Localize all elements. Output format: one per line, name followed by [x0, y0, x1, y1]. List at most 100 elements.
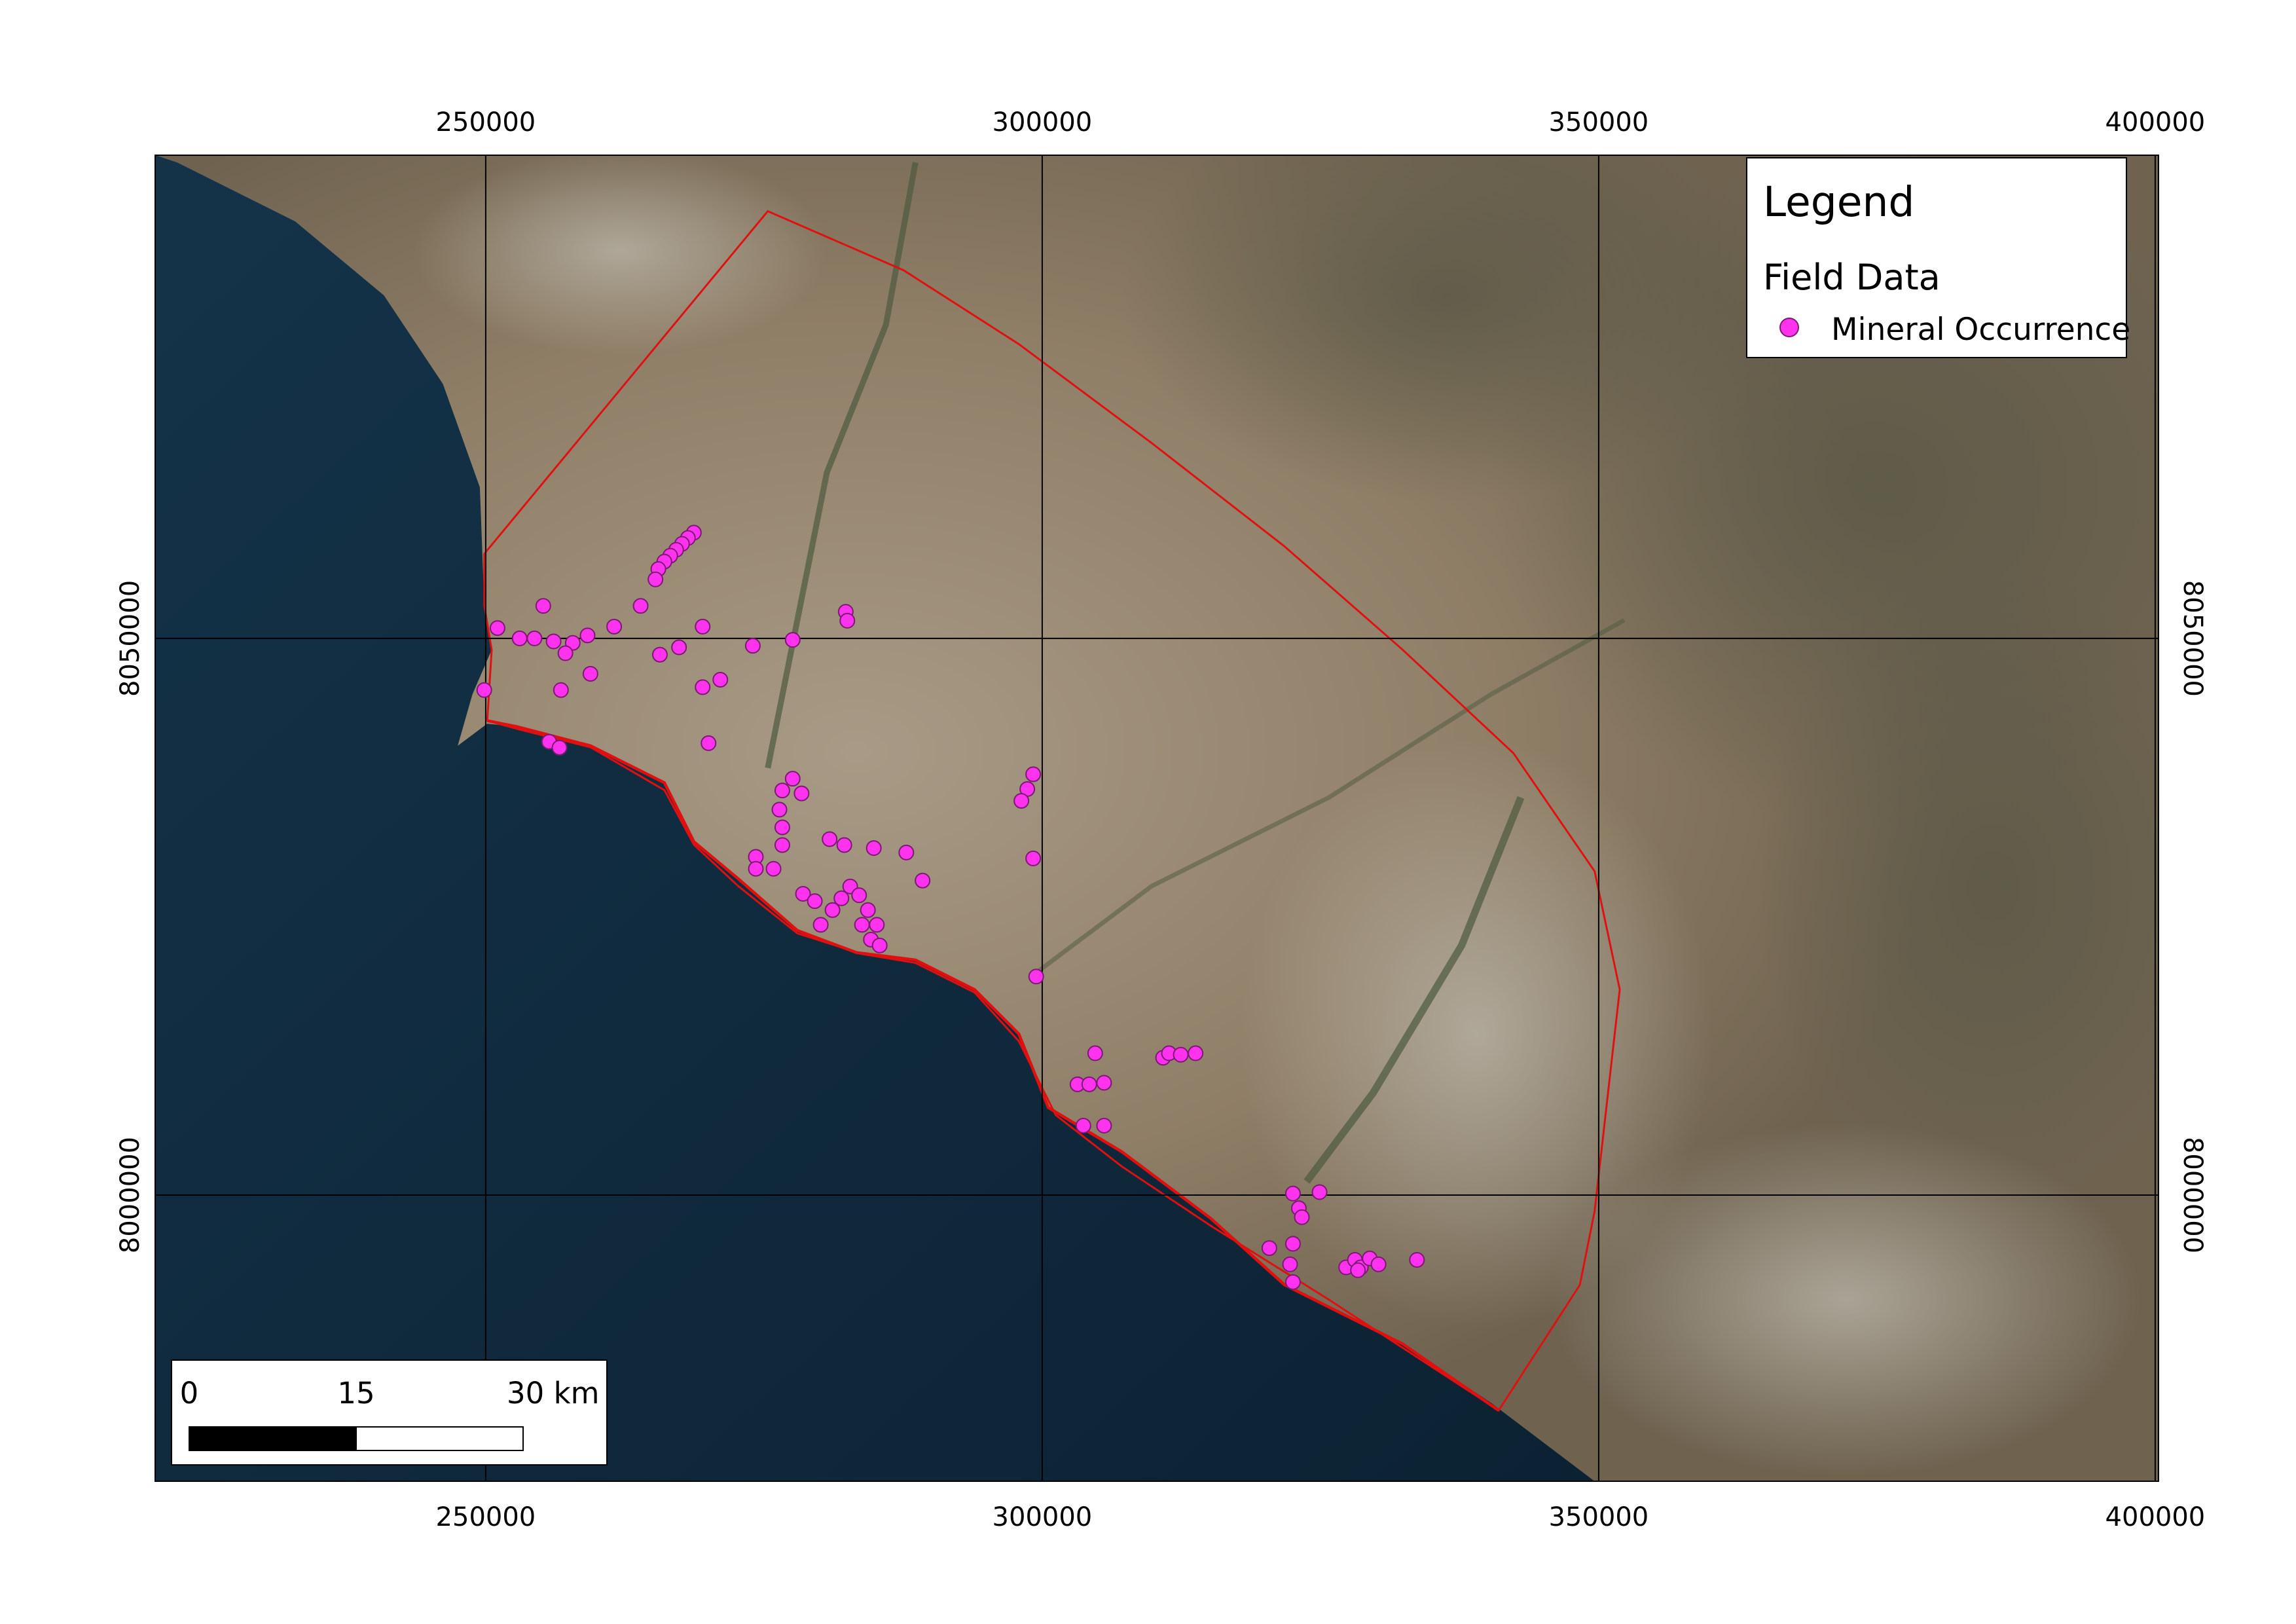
mineral-point	[833, 890, 850, 906]
legend-label: Mineral Occurrence	[1831, 312, 2130, 348]
mineral-point	[511, 630, 528, 646]
mineral-point	[1285, 1274, 1301, 1290]
mineral-point	[1282, 1256, 1298, 1272]
mineral-point	[1013, 792, 1030, 809]
mineral-point	[851, 887, 867, 904]
mineral-point	[1294, 1209, 1310, 1225]
legend: Legend Field Data Mineral Occurrence	[1746, 157, 2130, 358]
mineral-point	[839, 612, 856, 629]
mineral-point	[551, 739, 568, 756]
mineral-point	[784, 632, 801, 648]
mineral-point	[812, 917, 829, 933]
x-tick-label: 400000	[2105, 107, 2206, 138]
mineral-point	[748, 860, 764, 877]
legend-symbol	[1779, 318, 1799, 337]
mineral-point	[774, 819, 790, 836]
mineral-point	[695, 618, 711, 635]
mineral-point	[695, 679, 711, 695]
scale-label: 30 km	[507, 1376, 599, 1411]
mineral-point	[545, 633, 562, 650]
mineral-point	[765, 860, 782, 877]
map-frame	[155, 155, 2159, 1482]
mineral-point	[807, 893, 823, 910]
mineral-point	[647, 571, 664, 587]
mineral-point	[1081, 1076, 1097, 1092]
mineral-point	[1096, 1075, 1112, 1091]
mineral-point	[712, 671, 729, 688]
y-tick-label: 8000000	[2178, 1137, 2208, 1253]
mineral-point	[489, 620, 505, 637]
legend-title: Legend	[1763, 178, 1914, 226]
scale-label: 15	[337, 1376, 374, 1411]
scale-segment	[355, 1426, 524, 1451]
mineral-point	[526, 630, 543, 646]
scale-bar: 0 15 30 km	[171, 1359, 608, 1466]
mineral-point	[774, 837, 790, 853]
points	[476, 525, 1425, 1290]
mineral-point	[836, 837, 852, 853]
mineral-point	[632, 598, 649, 614]
mineral-point	[1188, 1045, 1204, 1061]
mineral-point	[535, 598, 551, 614]
mineral-point	[1370, 1256, 1387, 1272]
mineral-point	[651, 646, 668, 663]
mineral-point	[1311, 1184, 1328, 1200]
mineral-point	[860, 902, 876, 918]
mineral-point	[1025, 766, 1042, 783]
mineral-point	[866, 840, 882, 857]
mineral-point	[557, 645, 574, 661]
study-area	[483, 210, 1621, 1412]
mineral-point	[824, 902, 841, 918]
x-tick-label: 300000	[993, 107, 1093, 138]
mineral-point	[1025, 850, 1042, 866]
mineral-point	[744, 638, 761, 654]
mineral-point	[1028, 969, 1044, 985]
x-tick-label: 350000	[1549, 107, 1649, 138]
mineral-point	[915, 872, 931, 889]
mineral-point	[671, 639, 687, 655]
mineral-point	[871, 937, 888, 953]
mineral-point	[1087, 1045, 1103, 1061]
mineral-point	[822, 831, 838, 847]
mineral-point	[771, 802, 788, 818]
mineral-point	[784, 771, 801, 787]
x-tick-label: 250000	[436, 107, 536, 138]
ocean	[155, 155, 1595, 1481]
legend-box	[1746, 157, 2127, 358]
mineral-point	[869, 917, 885, 933]
scale-segment	[189, 1426, 357, 1451]
y-tick-label: 8000000	[115, 1137, 145, 1253]
mineral-point	[774, 783, 790, 799]
mineral-point	[1261, 1240, 1277, 1256]
mineral-point	[1173, 1046, 1189, 1063]
x-tick-label: 250000	[436, 1502, 536, 1532]
basemap	[155, 155, 2159, 1481]
mineral-point	[606, 618, 623, 635]
mineral-point	[1096, 1117, 1112, 1134]
mineral-point	[1350, 1262, 1366, 1278]
grid	[155, 155, 2159, 1481]
terrain	[155, 155, 2159, 1481]
x-tick-label: 350000	[1549, 1502, 1649, 1532]
mineral-point	[579, 627, 596, 644]
mineral-point	[854, 917, 870, 933]
legend-group: Field Data	[1763, 257, 1941, 298]
mineral-point	[795, 885, 811, 902]
mineral-point	[701, 735, 717, 751]
mineral-point	[1075, 1117, 1091, 1134]
x-tick-label: 300000	[993, 1502, 1093, 1532]
mineral-point	[793, 785, 810, 802]
scale-label: 0	[180, 1376, 199, 1411]
x-tick-label: 400000	[2105, 1502, 2206, 1532]
mineral-point	[476, 682, 492, 698]
mineral-point	[1409, 1251, 1425, 1268]
tick-labels: 250000 250000 300000 300000 350000 350000 4000…	[115, 107, 2208, 1532]
mineral-point	[553, 682, 569, 698]
mineral-point	[582, 665, 598, 682]
mineral-point	[1285, 1185, 1301, 1202]
mineral-point	[1285, 1236, 1301, 1252]
mineral-point	[898, 844, 915, 860]
y-tick-label: 8050000	[115, 580, 145, 697]
y-tick-label: 8050000	[2178, 580, 2208, 697]
